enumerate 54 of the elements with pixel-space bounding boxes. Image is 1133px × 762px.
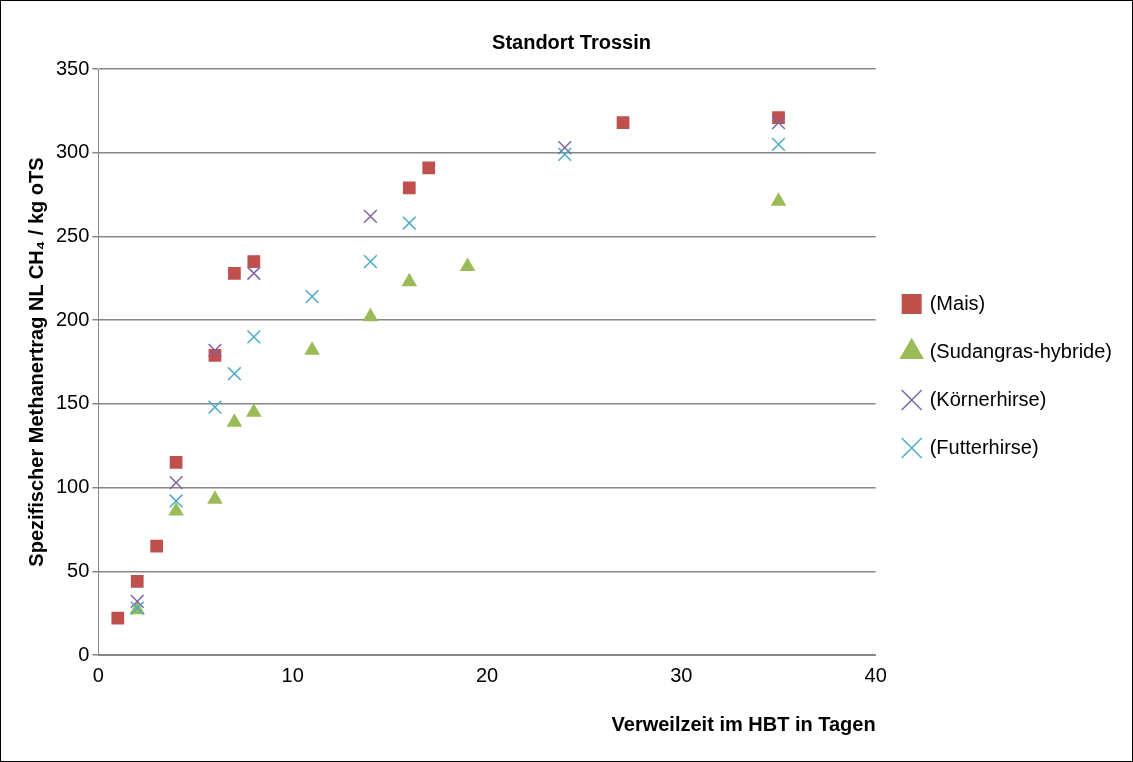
point [363, 209, 378, 224]
point [246, 403, 262, 417]
point [771, 115, 786, 130]
point [228, 266, 241, 280]
x-tick-label: 30 [670, 663, 693, 686]
point [363, 254, 378, 269]
point [305, 289, 320, 304]
point [402, 181, 416, 195]
point [616, 116, 630, 129]
point [247, 255, 261, 268]
y-tick-label: 200 [55, 307, 90, 330]
point [226, 413, 243, 427]
point [169, 456, 183, 469]
y-tick-label: 0 [78, 642, 90, 665]
point [227, 366, 242, 381]
y-axis-title: Spezifischer Methanertrag NL CH₄ / kg oTS [24, 157, 47, 567]
point [362, 307, 379, 322]
legend-label: (Körnerhirse) [929, 387, 1047, 410]
point [168, 493, 184, 509]
x-tick-label: 10 [281, 663, 304, 686]
y-tick-label: 150 [55, 391, 90, 414]
y-tick-label: 250 [55, 223, 90, 246]
point [246, 329, 261, 344]
x-tick-label: 20 [475, 663, 499, 686]
chart-title: Standort Trossin [492, 30, 651, 53]
point [401, 272, 418, 287]
legend-label: (Sudangras-hybride) [929, 339, 1113, 362]
point [207, 490, 223, 504]
point [422, 161, 436, 175]
y-tick-label: 350 [55, 56, 90, 79]
y-tick-label: 100 [55, 475, 90, 498]
point [557, 147, 572, 162]
point [207, 400, 223, 415]
point [130, 594, 145, 609]
point [168, 502, 184, 516]
y-tick-label: 300 [55, 140, 90, 163]
point [557, 140, 572, 155]
legend-label: (Futterhirse) [929, 435, 1039, 458]
x-tick-label: 0 [92, 663, 104, 686]
point [168, 475, 184, 490]
point [246, 266, 261, 281]
point [459, 257, 476, 272]
point [150, 539, 164, 553]
y-tick-label: 50 [67, 558, 90, 581]
point [770, 192, 787, 206]
point [402, 215, 417, 231]
point [207, 343, 223, 358]
point [111, 611, 125, 625]
x-tick-label: 40 [864, 663, 887, 686]
point [304, 341, 320, 355]
point [130, 574, 144, 588]
point [771, 137, 786, 152]
legend-label: (Mais) [929, 291, 986, 314]
x-axis-title: Verweilzeit im HBT in Tagen [611, 712, 876, 735]
